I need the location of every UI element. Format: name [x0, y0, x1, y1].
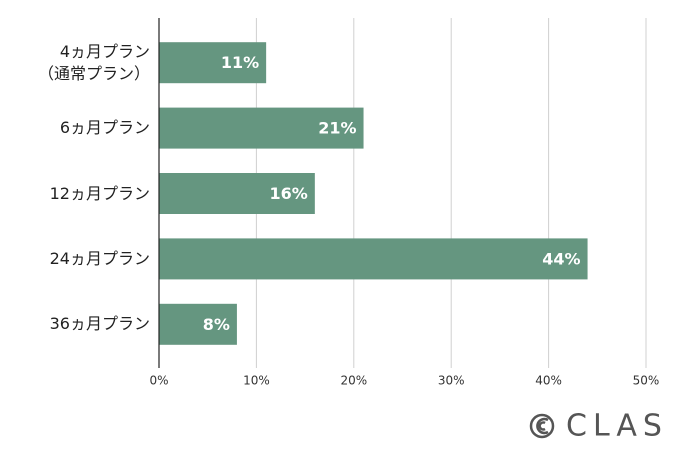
x-tick-label: 40% [535, 374, 562, 388]
y-tick-label: 6ヵ月プラン [59, 118, 150, 138]
x-tick-label: 50% [633, 374, 660, 388]
value-label: 16% [270, 184, 308, 203]
x-tick-label: 30% [438, 374, 465, 388]
x-tick-label: 10% [243, 374, 270, 388]
bar [159, 238, 588, 280]
y-tick-label: 4ヵ月プラン （通常プラン） [37, 41, 150, 83]
logo-text: CLAS [566, 409, 668, 444]
x-tick-label: 20% [340, 374, 367, 388]
value-label: 8% [203, 315, 230, 334]
logo-icon [529, 413, 555, 439]
bar [159, 173, 315, 214]
y-tick-label: 36ヵ月プラン [49, 314, 150, 334]
value-label: 44% [542, 249, 580, 268]
bar [159, 42, 267, 84]
value-label: 21% [318, 119, 356, 138]
x-tick-label: 0% [149, 374, 168, 388]
y-tick-label: 12ヵ月プラン [49, 183, 150, 203]
y-tick-label: 24ヵ月プラン [49, 248, 150, 268]
bar [159, 107, 364, 149]
bar [159, 303, 237, 345]
value-label: 11% [221, 53, 259, 72]
